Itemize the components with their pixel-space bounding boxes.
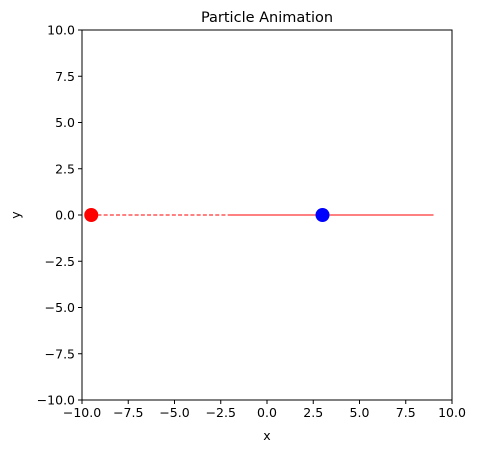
x-tick-label: −5.0 (159, 405, 189, 420)
y-tick-label: −7.5 (45, 346, 75, 361)
x-tick-label: 7.5 (396, 405, 416, 420)
y-axis-label: y (8, 211, 23, 219)
x-tick-label: 5.0 (350, 405, 370, 420)
plot-area (84, 208, 434, 222)
y-tick-label: −10.0 (37, 393, 75, 408)
x-tick-label: −2.5 (206, 405, 236, 420)
y-tick-label: −5.0 (45, 300, 75, 315)
axis-ticks: −10.0 −7.5 −5.0 −2.5 0.0 2.5 5.0 7.5 10.0 −10.0 −7… (37, 23, 466, 421)
chart-title: Particle Animation (201, 10, 333, 26)
x-tick-label: 10.0 (438, 405, 466, 420)
y-tick-label: 5.0 (55, 115, 75, 130)
x-tick-label: 0.0 (257, 405, 277, 420)
y-tick-label: 0.0 (55, 208, 75, 223)
x-tick-label: −7.5 (113, 405, 143, 420)
y-tick-label: 2.5 (55, 161, 75, 176)
y-tick-label: −2.5 (45, 254, 75, 269)
x-tick-label: −10.0 (63, 405, 101, 420)
blue-particle (315, 208, 330, 222)
y-tick-label: 10.0 (47, 23, 75, 38)
red-particle (84, 208, 99, 222)
y-tick-label: 7.5 (55, 69, 75, 84)
x-axis-label: x (263, 428, 270, 443)
x-tick-label: 2.5 (303, 405, 323, 420)
